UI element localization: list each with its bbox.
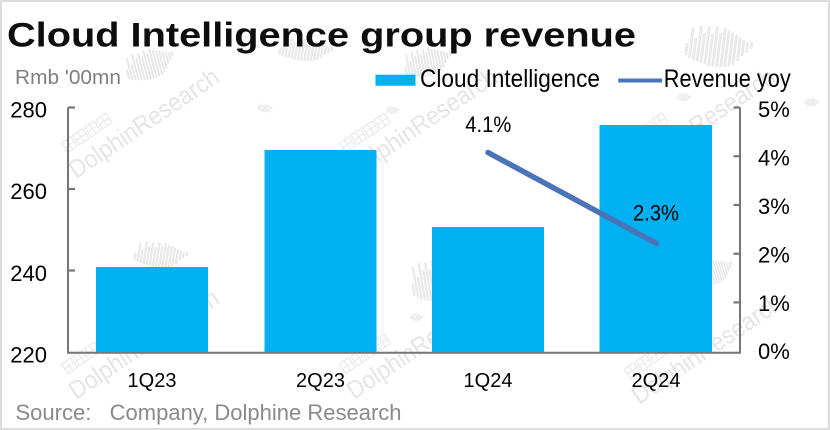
svg-text:4%: 4%	[758, 146, 790, 171]
svg-text:1Q23: 1Q23	[128, 370, 177, 392]
svg-text:260: 260	[10, 179, 47, 204]
svg-text:5%: 5%	[758, 97, 790, 122]
svg-text:2%: 2%	[758, 242, 790, 267]
svg-text:220: 220	[10, 342, 47, 367]
svg-text:2Q24: 2Q24	[632, 370, 681, 392]
svg-text:240: 240	[10, 261, 47, 286]
svg-text:Rmb '00mn: Rmb '00mn	[15, 67, 121, 89]
svg-text:4.1%: 4.1%	[465, 112, 511, 137]
svg-text:3%: 3%	[758, 194, 790, 219]
svg-text:Cloud Intelligence group reven: Cloud Intelligence group revenue	[7, 17, 636, 55]
svg-text:Source: Company, Dolphine Re: Source: Company, Dolphine Research	[16, 400, 402, 425]
svg-text:Cloud Intelligence: Cloud Intelligence	[420, 65, 600, 93]
svg-text:2Q23: 2Q23	[296, 370, 345, 392]
svg-text:1Q24: 1Q24	[464, 370, 513, 392]
svg-text:0%: 0%	[758, 339, 790, 364]
svg-text:Revenue yoy: Revenue yoy	[664, 65, 791, 93]
svg-text:1%: 1%	[758, 291, 790, 316]
svg-text:280: 280	[10, 97, 47, 122]
svg-text:2.3%: 2.3%	[633, 200, 679, 225]
